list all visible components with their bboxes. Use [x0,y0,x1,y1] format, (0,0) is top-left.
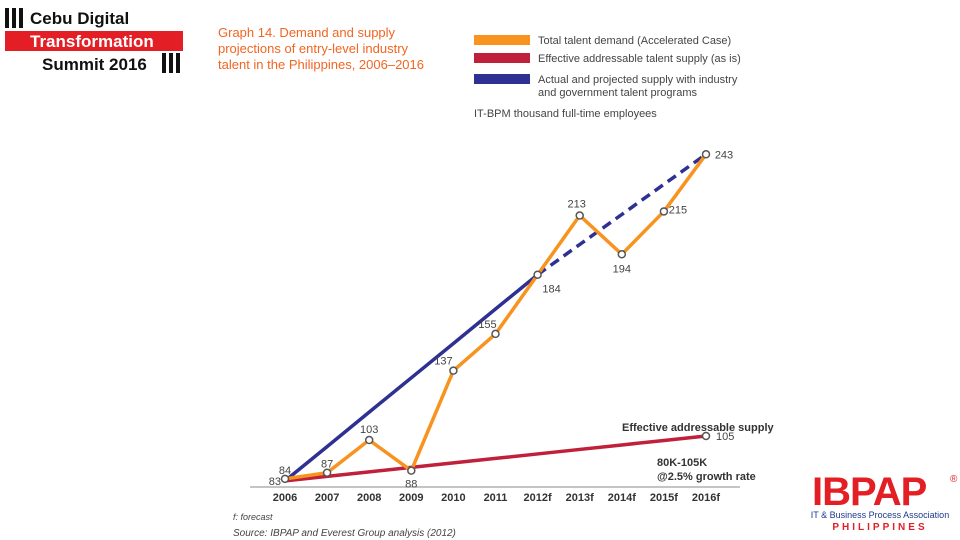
bar [162,53,166,73]
value-label: 83 [269,476,281,488]
title-line: Graph 14. Demand and supply [218,25,396,40]
point [701,431,711,441]
point [322,468,332,477]
x-tick-label: 2016f [692,492,720,504]
series-line [284,434,707,483]
title-line: talent in the Philippines, 2006–2016 [218,57,424,72]
value-label: 88 [405,479,417,491]
x-tick-label: 2011 [484,492,508,504]
bar [19,8,23,28]
x-tick-label: 2013f [566,492,594,504]
x-tick-label: 2014f [608,492,636,504]
legend-label: Actual and projected supply with industr… [538,74,738,99]
x-tick-label: 2012f [524,492,552,504]
point [491,329,500,339]
brand-line: PHILIPPINES [832,522,927,533]
point [449,366,458,375]
bar [176,53,180,73]
value-label: 105 [716,431,734,443]
bar [169,53,173,73]
x-tick-label: 2009 [399,492,423,504]
point [407,466,416,475]
brand-line: IT & Business Process Association [811,510,949,520]
legend-swatch [474,53,530,63]
value-label: 243 [715,149,733,161]
bar [5,8,9,28]
chart-title: Graph 14. Demand and supply projections … [218,25,424,72]
x-tick-label: 2010 [441,492,465,504]
logo-line: Summit 2016 [42,55,147,74]
legend-label: Effective addressable talent supply (as … [538,53,741,65]
value-label: 215 [669,204,687,216]
legend-swatch [474,74,530,84]
legend-swatch [474,35,530,45]
value-label: 213 [568,199,586,211]
unit-label: IT-BPM thousand full-time employees [474,108,657,120]
footnote: f: forecast [233,512,273,522]
x-tick-label: 2007 [315,492,339,504]
logo-line: Cebu Digital [30,9,129,28]
point [659,207,669,216]
value-label: 103 [360,424,378,436]
title-line: projections of entry-level industry [218,41,409,56]
annotation: Effective addressable supply [622,422,774,434]
point [364,435,374,445]
brand-logo: IBPAP ® IT & Business Process Associatio… [811,470,958,533]
event-logo: Cebu Digital Transformation Summit 2016 [5,8,183,74]
x-tick-label: 2008 [357,492,381,504]
annotation: 80K-105K [657,457,707,469]
point [617,250,627,259]
x-tick-label: 2006 [273,492,297,504]
value-label: 137 [434,356,452,368]
source: Source: IBPAP and Everest Group analysis… [233,528,456,539]
point [533,270,542,279]
bar [12,8,16,28]
value-label: 84 [279,465,291,477]
point [701,150,711,159]
legend-label: Total talent demand (Accelerated Case) [538,35,731,47]
value-label: 194 [613,263,631,275]
annotation: @2.5% growth rate [657,471,756,483]
value-label: 184 [542,284,560,296]
value-label: 155 [478,319,496,331]
series-line-projected [536,152,708,277]
brand-name: IBPAP [812,470,927,514]
series-line [283,273,539,483]
logo-line: Transformation [30,32,154,51]
value-label: 87 [321,459,333,471]
registered: ® [950,474,958,485]
point [280,474,290,484]
point [575,211,584,220]
band [5,31,183,51]
x-tick-label: 2015f [650,492,678,504]
